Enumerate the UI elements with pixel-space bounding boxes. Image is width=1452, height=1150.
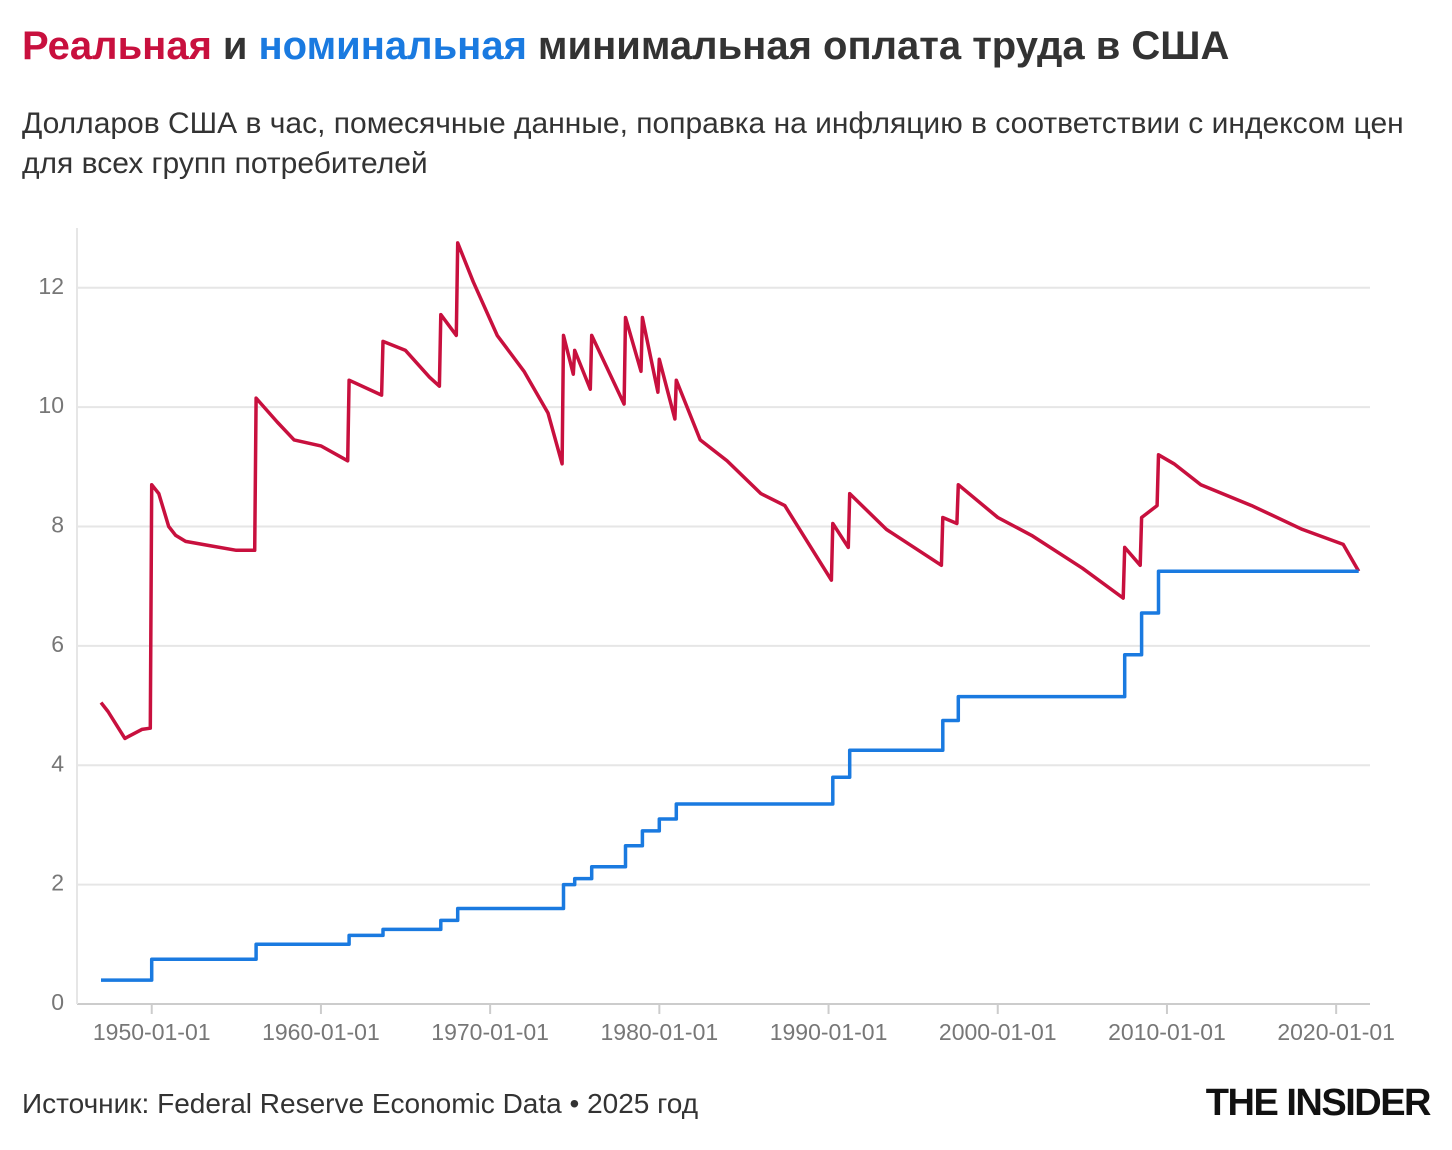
chart-subtitle: Долларов США в час, помесячные данные, п… — [22, 107, 1404, 180]
x-tick-label: 2020-01-01 — [1277, 1019, 1395, 1045]
x-tick-label: 1950-01-01 — [93, 1019, 211, 1045]
logo: THE INSIDER — [1205, 1082, 1432, 1124]
y-tick-label: 8 — [51, 512, 64, 538]
source: Источник: Federal Reserve Economic Data … — [22, 1088, 699, 1119]
x-tick-label: 2010-01-01 — [1108, 1019, 1226, 1045]
x-tick-label: 1980-01-01 — [601, 1019, 719, 1045]
series-line — [99, 241, 1361, 741]
y-tick-label: 10 — [38, 392, 64, 418]
series-line — [101, 569, 1359, 982]
y-tick-label: 2 — [51, 870, 64, 896]
y-tick-label: 6 — [51, 631, 64, 657]
x-tick-label: 1960-01-01 — [262, 1019, 380, 1045]
x-tick-label: 1970-01-01 — [431, 1019, 549, 1045]
title-part: и — [222, 24, 248, 68]
y-tick-label: 12 — [38, 273, 64, 299]
y-tick-label: 0 — [51, 989, 64, 1015]
x-tick-label: 1990-01-01 — [770, 1019, 888, 1045]
chart-title: Реальная и номинальная минимальная оплата т… — [22, 24, 1240, 69]
chart: 0 2 4 6 8 10 12 1950-01-01 1960-01-01 1970-01-01 1… — [38, 228, 1395, 1045]
title-part: минимальная оплата труда в США — [537, 24, 1230, 68]
title-part: номинальная — [258, 24, 527, 68]
x-tick-label: 2000-01-01 — [939, 1019, 1057, 1045]
y-tick-label: 4 — [51, 750, 64, 776]
title-part: Реальная — [22, 24, 212, 68]
